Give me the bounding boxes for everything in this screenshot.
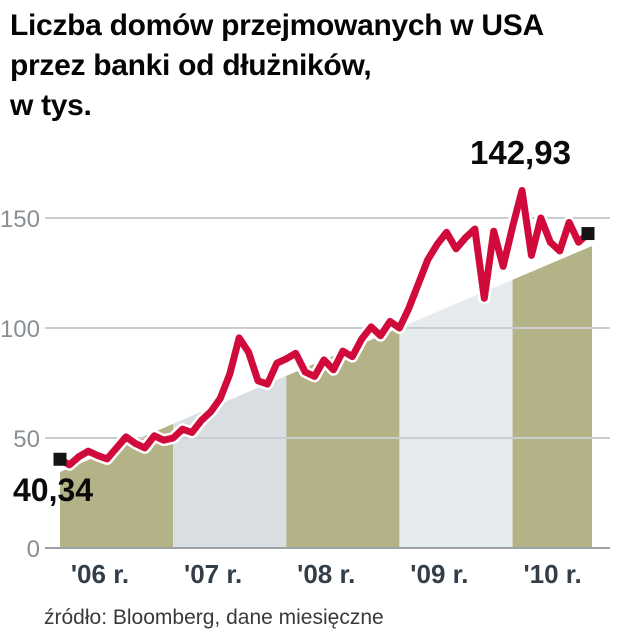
start-value-label: 40,34 bbox=[13, 472, 94, 508]
chart-title-line1: Liczba domów przejmowanych w USA bbox=[10, 9, 544, 42]
year-band bbox=[399, 279, 513, 548]
x-year-label: '07 r. bbox=[184, 559, 242, 589]
source-note: źródło: Bloomberg, dane miesięczne bbox=[44, 606, 384, 629]
x-year-label: '06 r. bbox=[71, 559, 129, 589]
chart-title-line3: w tys. bbox=[10, 89, 92, 122]
x-year-label: '10 r. bbox=[523, 559, 581, 589]
chart-title: Liczba domów przejmowanych w USA przez b… bbox=[10, 6, 544, 126]
chart-title-line2: przez banki od dłużników, bbox=[10, 49, 372, 82]
year-band bbox=[60, 423, 174, 548]
x-year-label: '09 r. bbox=[410, 559, 468, 589]
y-tick-label: 150 bbox=[0, 206, 40, 233]
y-tick-label: 50 bbox=[13, 426, 40, 453]
year-band bbox=[173, 375, 287, 548]
start-marker bbox=[53, 452, 67, 466]
end-value-label: 142,93 bbox=[470, 134, 571, 171]
x-year-label: '08 r. bbox=[297, 559, 355, 589]
value-line bbox=[56, 187, 592, 469]
y-tick-label: 100 bbox=[0, 316, 40, 343]
year-band bbox=[512, 246, 592, 548]
end-marker bbox=[581, 227, 595, 241]
y-tick-label: 0 bbox=[27, 536, 40, 563]
